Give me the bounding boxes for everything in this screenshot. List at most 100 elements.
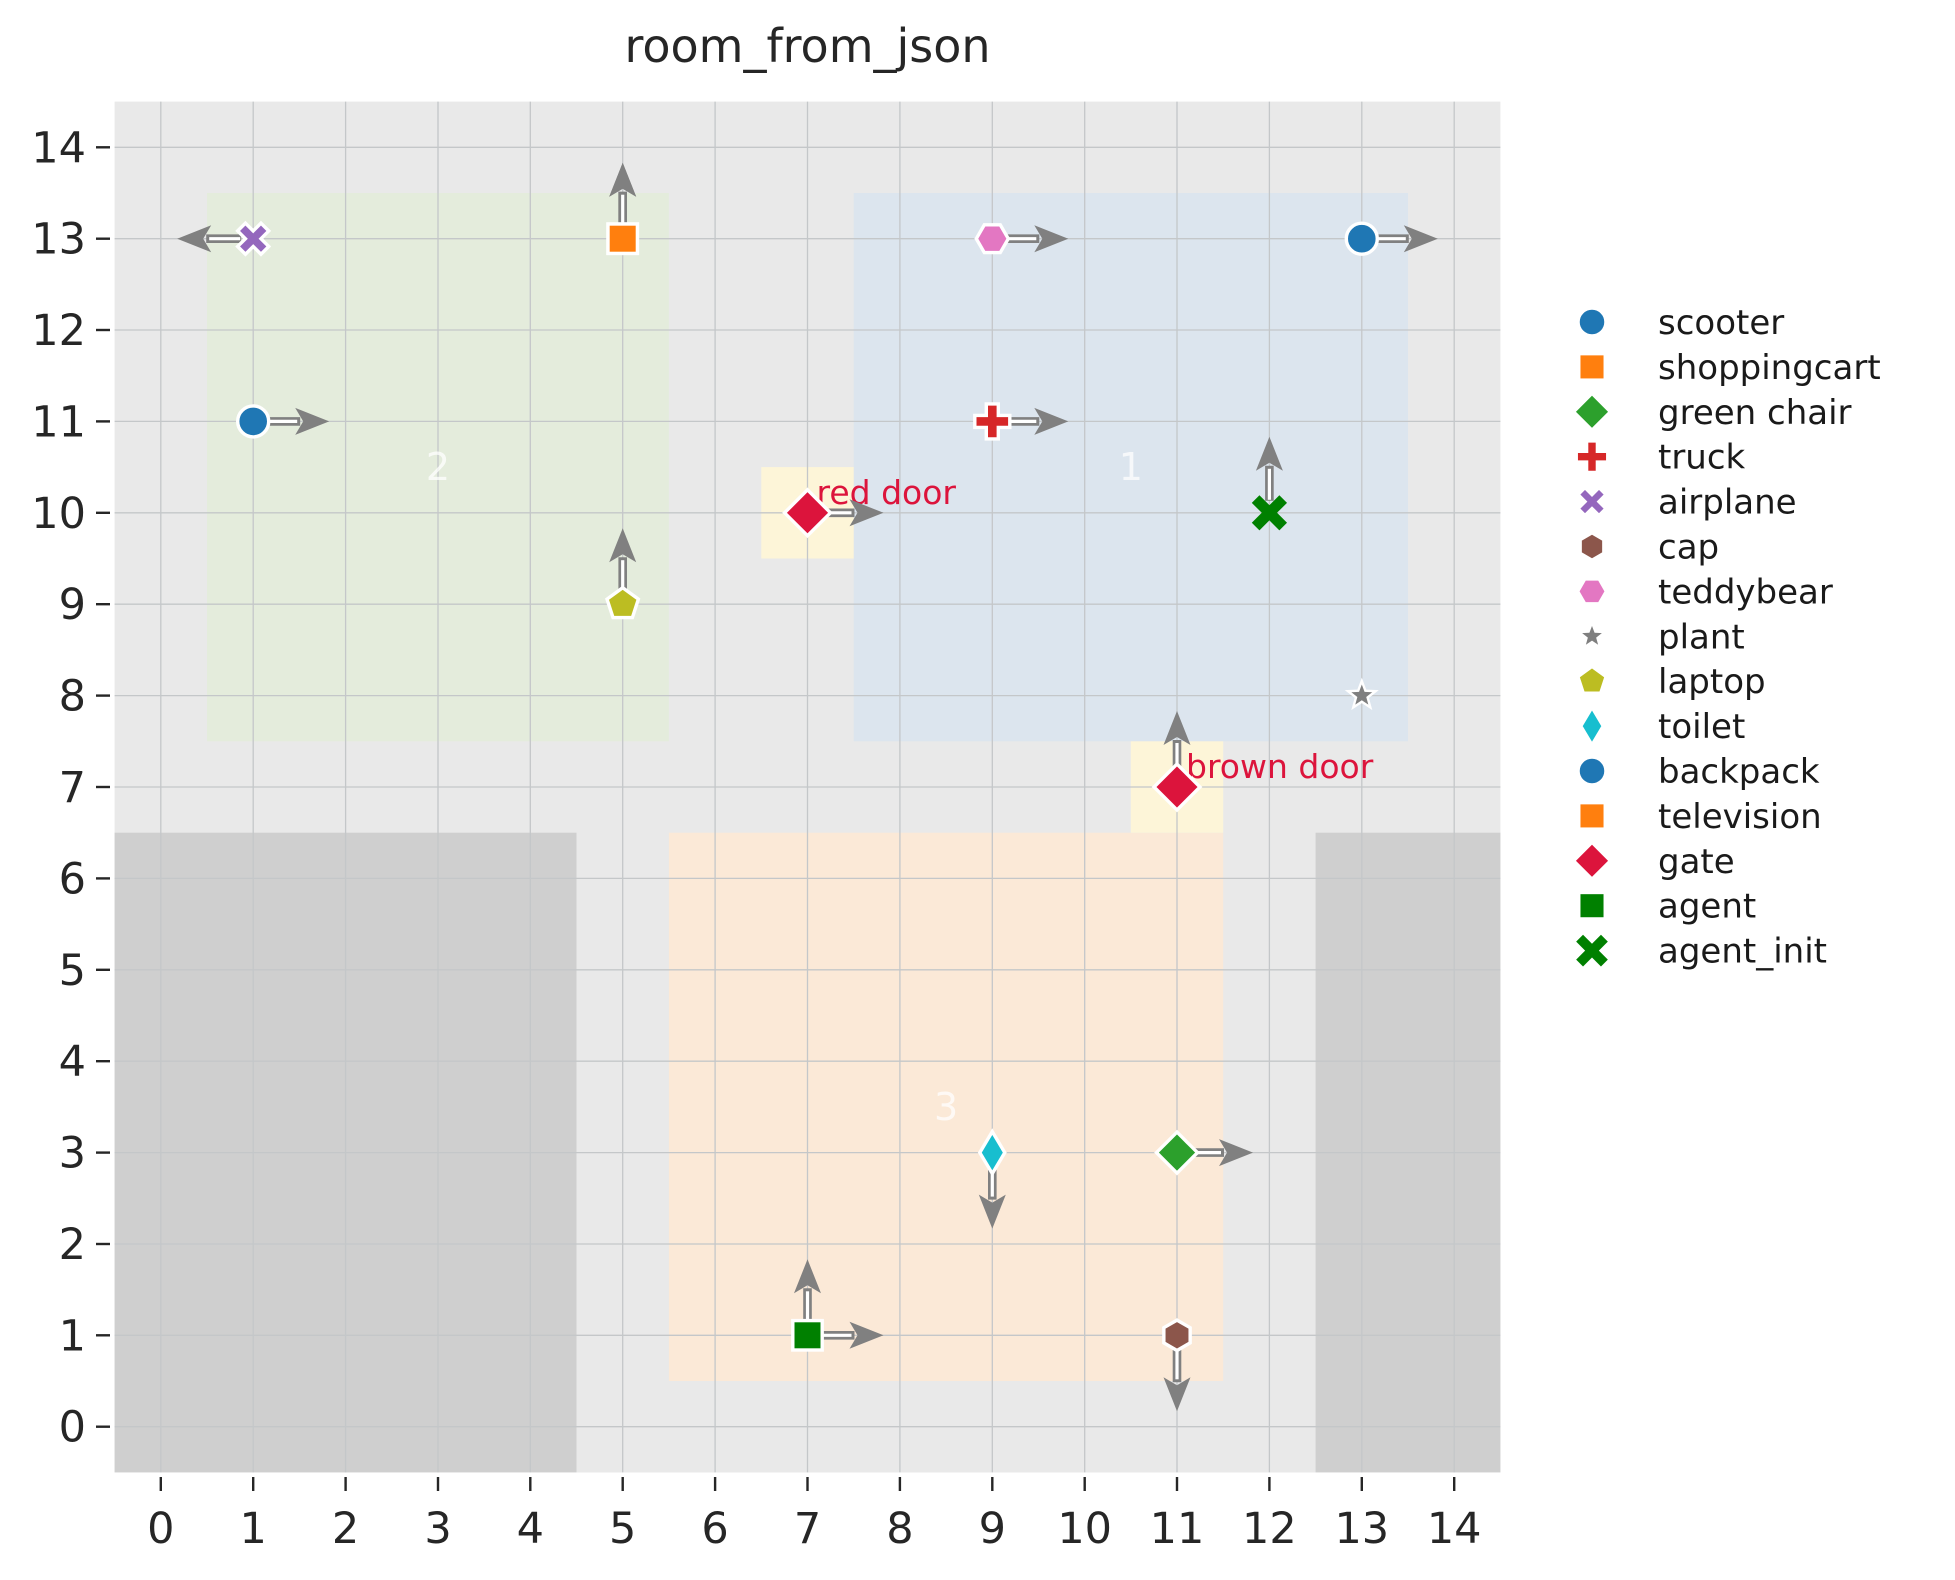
x-tick-label-3: 3	[424, 1504, 451, 1554]
marker-television	[606, 222, 640, 256]
y-tick-label-11: 11	[31, 397, 86, 447]
y-tick-label-1: 1	[59, 1311, 86, 1361]
arrow-cap-down	[1163, 1347, 1191, 1412]
y-tick-label-2: 2	[59, 1220, 86, 1270]
legend-label-truck: truck	[1658, 438, 1746, 478]
x-tick-label-13: 13	[1334, 1504, 1389, 1554]
legend-item-toilet: toilet	[1578, 703, 1745, 749]
legend-label-agent-init: agent_init	[1658, 932, 1827, 972]
legend-item-gate: gate	[1571, 839, 1735, 882]
legend-label-television: television	[1658, 797, 1822, 837]
legend-label-shoppingcart: shoppingcart	[1658, 348, 1881, 388]
x-tick-label-14: 14	[1427, 1504, 1482, 1554]
legend-item-airplane: airplane	[1575, 483, 1797, 523]
arrow-agent-init-up	[1255, 436, 1283, 501]
door-label-brown-door: brown door	[1186, 747, 1374, 786]
legend-marker-cap	[1578, 530, 1606, 563]
marker-teddybear	[974, 223, 1011, 255]
arrow-agent-up	[794, 1259, 821, 1324]
x-tick-label-4: 4	[517, 1504, 544, 1554]
legend-item-shoppingcart: shoppingcart	[1577, 348, 1881, 388]
y-tick-label-6: 6	[59, 854, 86, 904]
legend-item-truck: truck	[1574, 438, 1746, 478]
room-label-room-3: 3	[934, 1085, 958, 1129]
marker-airplane	[235, 220, 272, 257]
x-tick-label-6: 6	[701, 1504, 728, 1554]
legend-label-toilet: toilet	[1658, 707, 1745, 747]
room-labels-layer: 2 1 3	[426, 445, 1143, 1129]
legend-label-agent: agent	[1658, 887, 1756, 927]
legend-label-plant: plant	[1658, 617, 1745, 657]
x-tick-label-10: 10	[1057, 1504, 1112, 1554]
marker-gate-brown-door	[1151, 761, 1203, 813]
legend-item-cap: cap	[1578, 528, 1719, 568]
arrow-backpack-right	[1373, 225, 1438, 253]
legend-label-laptop: laptop	[1658, 662, 1766, 702]
legend-item-scooter: scooter	[1576, 303, 1784, 343]
y-tick-label-9: 9	[59, 580, 86, 630]
x-tick-label-2: 2	[332, 1504, 359, 1554]
y-tick-label-0: 0	[59, 1403, 86, 1453]
marker-toilet	[977, 1128, 1007, 1177]
legend-marker-airplane	[1575, 485, 1609, 519]
marker-agent-init	[1251, 495, 1288, 531]
gridlines-layer	[114, 101, 1501, 1473]
arrow-airplane-left	[177, 225, 242, 253]
region-room-3	[668, 832, 1224, 1381]
x-tick-label-1: 1	[240, 1504, 267, 1554]
y-tick-label-14: 14	[31, 123, 86, 173]
y-tick-label-8: 8	[59, 672, 86, 722]
legend-marker-agent	[1577, 890, 1607, 921]
legend-marker-television	[1577, 800, 1607, 831]
y-tick-label-5: 5	[59, 946, 86, 996]
legend-label-airplane: airplane	[1658, 483, 1797, 523]
legend: scooter shoppingcart green chair truck airpl…	[1571, 303, 1881, 972]
arrow-agent-right	[819, 1321, 884, 1349]
y-tick-label-12: 12	[31, 306, 86, 356]
legend-marker-scooter	[1576, 306, 1608, 338]
legend-item-laptop: laptop	[1575, 662, 1766, 702]
legend-marker-plant	[1575, 619, 1609, 651]
legend-item-backpack: backpack	[1576, 752, 1820, 792]
room-label-room-1: 1	[1119, 445, 1143, 489]
arrow-television-up	[609, 162, 637, 227]
legend-label-backpack: backpack	[1658, 752, 1820, 792]
door-labels-layer: red door brown door	[817, 473, 1374, 786]
legend-item-plant: plant	[1575, 617, 1745, 657]
marker-backpack	[1344, 221, 1380, 256]
legend-item-teddybear: teddybear	[1575, 572, 1833, 612]
marker-scooter	[235, 404, 271, 439]
legend-label-scooter: scooter	[1658, 303, 1784, 343]
legend-marker-gate	[1571, 839, 1613, 882]
legend-item-agent-init: agent_init	[1576, 932, 1827, 972]
y-tick-label-13: 13	[31, 215, 86, 265]
legend-marker-laptop	[1575, 664, 1609, 695]
legend-marker-agent-init	[1576, 934, 1608, 967]
legend-label-cap: cap	[1658, 528, 1719, 568]
marker-gate-red-door	[782, 487, 833, 539]
y-tick-label-3: 3	[59, 1129, 86, 1179]
marker-truck	[973, 402, 1012, 441]
chart-title: room_from_json	[624, 19, 990, 73]
arrow-scooter-right	[265, 407, 330, 435]
y-tick-label-7: 7	[59, 763, 86, 813]
legend-item-agent: agent	[1577, 887, 1756, 927]
legend-marker-backpack	[1576, 755, 1608, 787]
legend-label-gate: gate	[1658, 842, 1735, 882]
legend-label-green-chair: green chair	[1658, 393, 1852, 433]
legend-marker-toilet	[1578, 703, 1606, 749]
x-tick-label-5: 5	[609, 1504, 636, 1554]
legend-marker-truck	[1574, 439, 1610, 475]
room-label-room-2: 2	[426, 445, 450, 489]
legend-label-teddybear: teddybear	[1658, 572, 1833, 612]
marker-green-chair	[1154, 1129, 1200, 1176]
marker-plant	[1344, 677, 1379, 711]
door-label-red-door: red door	[817, 473, 957, 512]
legend-marker-shoppingcart	[1577, 351, 1607, 382]
markers-layer	[235, 220, 1380, 1353]
marker-agent	[791, 1318, 824, 1352]
x-tick-label-0: 0	[147, 1504, 174, 1554]
x-tick-label-7: 7	[794, 1504, 821, 1554]
